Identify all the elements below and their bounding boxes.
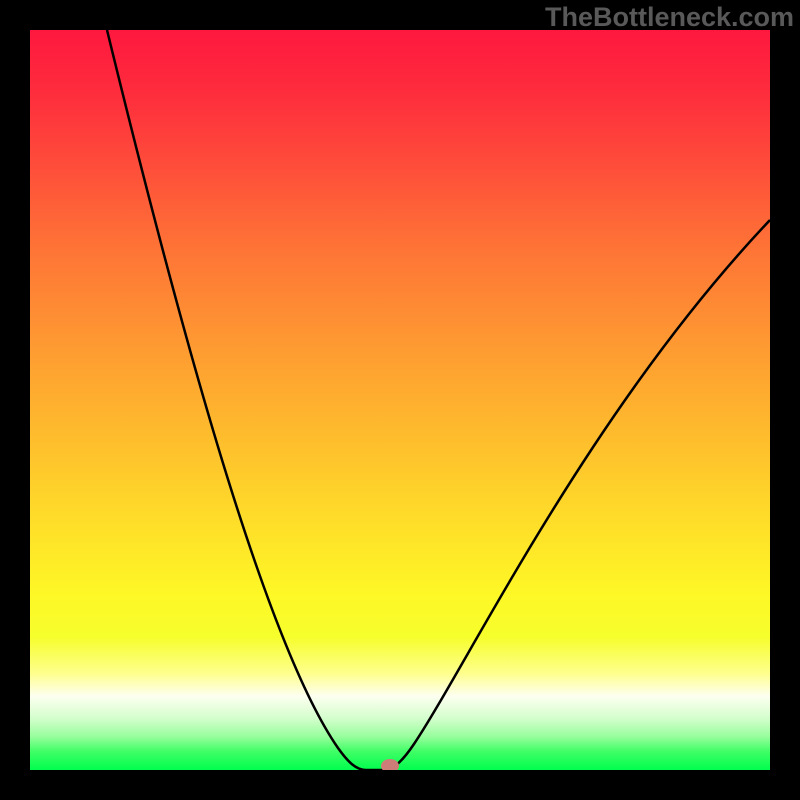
watermark-label: TheBottleneck.com [545,2,794,33]
plot-area [30,30,770,770]
plot-svg [30,30,770,770]
gradient-background [30,30,770,770]
